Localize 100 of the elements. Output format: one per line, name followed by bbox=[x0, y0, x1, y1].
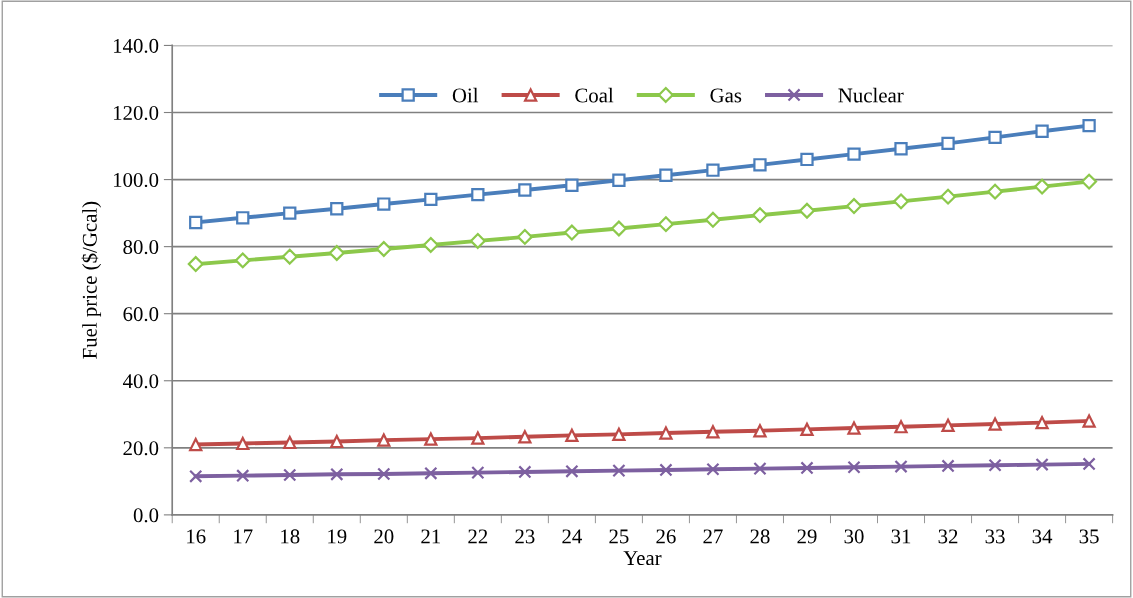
point bbox=[706, 163, 720, 177]
point bbox=[1035, 457, 1049, 472]
point bbox=[281, 248, 298, 265]
point bbox=[800, 461, 814, 475]
point bbox=[563, 224, 580, 241]
point bbox=[941, 459, 955, 473]
point bbox=[612, 173, 626, 187]
x-tick-label: 18 bbox=[281, 529, 300, 544]
point bbox=[1082, 414, 1096, 428]
x-tick-label: 28 bbox=[750, 529, 770, 544]
point bbox=[565, 178, 579, 192]
legend-label: Coal bbox=[575, 87, 614, 103]
point bbox=[753, 158, 767, 172]
point bbox=[612, 463, 626, 478]
y-tick-label: 120.0 bbox=[113, 105, 159, 121]
point bbox=[798, 202, 815, 219]
point bbox=[657, 216, 674, 233]
legend-label: Nuclear bbox=[838, 87, 904, 103]
x-tick-label: 25 bbox=[609, 529, 629, 544]
legend-label: Oil bbox=[452, 87, 479, 103]
point bbox=[941, 418, 955, 433]
point bbox=[612, 427, 626, 442]
point bbox=[659, 426, 673, 440]
point bbox=[518, 430, 532, 444]
point bbox=[988, 130, 1002, 144]
x-tick-label: 31 bbox=[891, 529, 911, 544]
point bbox=[236, 436, 250, 451]
point bbox=[988, 417, 1002, 431]
point bbox=[753, 424, 767, 438]
point bbox=[330, 202, 344, 216]
point bbox=[516, 228, 533, 245]
legend-label: Gas bbox=[710, 88, 742, 103]
point bbox=[518, 465, 532, 479]
point bbox=[236, 468, 250, 483]
point bbox=[422, 236, 439, 253]
x-tick-label: 16 bbox=[187, 529, 206, 544]
y-tick-label: 140.0 bbox=[113, 38, 159, 53]
point bbox=[1081, 173, 1098, 190]
point bbox=[377, 467, 391, 481]
point bbox=[1082, 118, 1096, 133]
point bbox=[988, 458, 1002, 472]
point bbox=[565, 464, 579, 478]
point bbox=[424, 432, 438, 446]
point bbox=[424, 466, 438, 480]
point bbox=[377, 433, 391, 447]
point bbox=[236, 211, 250, 225]
point bbox=[659, 463, 673, 477]
point bbox=[659, 168, 673, 182]
y-tick-label: 0.0 bbox=[133, 508, 159, 523]
x-tick-label: 26 bbox=[656, 529, 676, 544]
x-tick-label: 27 bbox=[703, 529, 723, 544]
point bbox=[518, 183, 532, 197]
point bbox=[189, 437, 203, 452]
point bbox=[283, 435, 297, 450]
point bbox=[283, 206, 297, 220]
y-tick-label: 60.0 bbox=[123, 307, 159, 322]
point bbox=[471, 187, 485, 202]
point bbox=[330, 434, 344, 449]
x-tick-label: 34 bbox=[1032, 529, 1053, 544]
point bbox=[706, 425, 720, 439]
point bbox=[375, 240, 392, 257]
x-tick-label: 35 bbox=[1079, 529, 1099, 544]
point bbox=[706, 462, 720, 476]
point bbox=[189, 469, 203, 483]
point bbox=[893, 193, 909, 210]
point bbox=[471, 465, 485, 480]
point bbox=[330, 467, 344, 481]
point bbox=[753, 461, 767, 476]
y-axis-title: Fuel price ($/Gcal) bbox=[81, 201, 102, 359]
x-tick-label: 17 bbox=[234, 529, 253, 544]
y-tick-label: 40.0 bbox=[122, 374, 159, 389]
x-tick-label: 29 bbox=[797, 529, 817, 544]
point bbox=[610, 220, 627, 237]
point bbox=[189, 215, 203, 230]
point bbox=[847, 460, 861, 474]
point bbox=[565, 428, 579, 443]
x-tick-label: 30 bbox=[844, 529, 864, 544]
point bbox=[187, 256, 204, 273]
y-tick-label: 100.0 bbox=[113, 172, 159, 188]
point bbox=[894, 459, 908, 474]
point bbox=[471, 431, 485, 445]
point bbox=[847, 147, 861, 161]
point bbox=[800, 422, 814, 437]
y-tick-label: 80.0 bbox=[123, 240, 159, 255]
y-tick-label: 20.0 bbox=[123, 441, 159, 456]
x-axis-title: Year bbox=[623, 551, 662, 566]
x-tick-label: 23 bbox=[515, 529, 535, 544]
point bbox=[1034, 178, 1051, 195]
point bbox=[328, 245, 345, 261]
x-tick-label: 21 bbox=[421, 529, 440, 544]
point bbox=[987, 183, 1004, 200]
point bbox=[894, 142, 908, 156]
point bbox=[847, 421, 861, 435]
point bbox=[234, 252, 251, 269]
x-tick-label: 19 bbox=[328, 529, 347, 544]
point bbox=[704, 211, 721, 228]
x-tick-label: 24 bbox=[562, 529, 582, 544]
point bbox=[283, 468, 297, 482]
x-tick-label: 32 bbox=[938, 529, 958, 544]
point bbox=[940, 188, 957, 205]
